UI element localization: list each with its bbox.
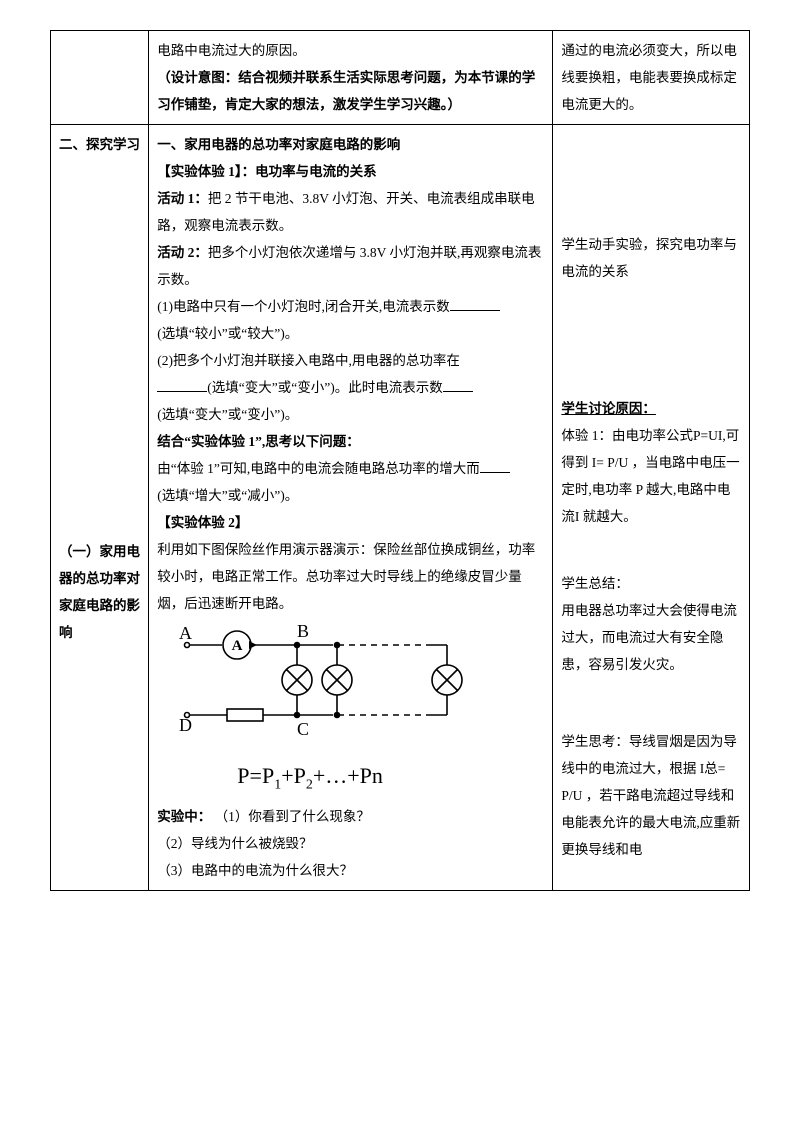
label-a: A (179, 623, 192, 643)
cell-mid-2: 一、家用电器的总功率对家庭电路的影响 【实验体验 1】：电功率与电流的关系 活动… (149, 125, 553, 891)
cell-left-2: 二、探究学习 （一）家用电器的总功率对家庭电路的影响 (51, 125, 149, 891)
blank-field[interactable] (443, 378, 473, 393)
blank-field[interactable] (157, 378, 207, 393)
lesson-table: 电路中电流过大的原因。 （设计意图：结合视频并联系生活实际思考问题，为本节课的学… (50, 30, 750, 891)
ex-label: 实验中： (157, 809, 211, 824)
question-2b: (选填“变大”或“变小”)。此时电流表示数 (157, 374, 544, 401)
p3a: 由“体验 1”可知,电路中的电流会随电路总功率的增大而 (157, 461, 479, 476)
spacer (561, 678, 741, 728)
page: 电路中电流过大的原因。 （设计意图：结合视频并联系生活实际思考问题，为本节课的学… (0, 0, 800, 1132)
cell-right-1: 通过的电流必须变大，所以电线要换粗，电能表要换成标定电流更大的。 (553, 31, 750, 125)
spacer (561, 131, 741, 231)
discuss-text: 体验 1：由电功率公式P=UI,可得到 I= P/U ，当电路中电压一定时,电功… (561, 422, 741, 530)
activity-2-label: 活动 2： (157, 245, 208, 260)
cell-right-2: 学生动手实验，探究电功率与电流的关系 学生讨论原因： 体验 1：由电功率公式P=… (553, 125, 750, 891)
topic-heading: 一、家用电器的总功率对家庭电路的影响 (157, 131, 544, 158)
question-1b: (选填“较小”或“较大”)。 (157, 320, 544, 347)
table-row: 二、探究学习 （一）家用电器的总功率对家庭电路的影响 一、家用电器的总功率对家庭… (51, 125, 750, 891)
blank-field[interactable] (450, 297, 500, 312)
think-text: 由“体验 1”可知,电路中的电流会随电路总功率的增大而 (157, 455, 544, 482)
section-heading: 二、探究学习 (59, 131, 140, 158)
think-text-b: (选填“增大”或“减小”)。 (157, 482, 544, 509)
ex-q1: （1）你看到了什么现象？ (215, 809, 370, 824)
subsection-heading: （一）家用电器的总功率对家庭电路的影响 (59, 538, 140, 646)
spacer (561, 530, 741, 570)
circuit-diagram: A A B D C P=P1+P2+…+Pn (157, 617, 554, 803)
ex-q2: （2）导线为什么被烧毁？ (157, 830, 544, 857)
activity-1: 活动 1：把 2 节干电池、3.8V 小灯泡、开关、电流表组成串联电路，观察电流… (157, 185, 544, 239)
experiment-2-text: 利用如下图保险丝作用演示器演示：保险丝部位换成铜丝，功率较小时，电路正常工作。总… (157, 536, 544, 617)
experiment-heading-1: 【实验体验 1】：电功率与电流的关系 (157, 158, 544, 185)
text-line: 电路中电流过大的原因。 (157, 37, 544, 64)
svg-text:A: A (232, 638, 243, 654)
summary-text: 用电器总功率过大会使得电流过大，而电流过大有安全隐患，容易引发火灾。 (561, 597, 741, 678)
think-heading: 结合“实验体验 1”,思考以下问题： (157, 428, 544, 455)
q2a: (2)把多个小灯泡并联接入电路中,用电器的总功率在 (157, 353, 460, 368)
label-c: C (297, 719, 309, 739)
q1a: (1)电路中只有一个小灯泡时,闭合开关,电流表示数 (157, 299, 450, 314)
discuss-heading: 学生讨论原因： (561, 395, 741, 422)
student-activity: 学生动手实验，探究电功率与电流的关系 (561, 231, 741, 285)
activity-2-text: 把多个小灯泡依次递增与 3.8V 小灯泡并联,再观察电流表示数。 (157, 245, 541, 287)
activity-1-label: 活动 1： (157, 191, 208, 206)
spacer (59, 158, 140, 538)
activity-1-text: 把 2 节干电池、3.8V 小灯泡、开关、电流表组成串联电路，观察电流表示数。 (157, 191, 534, 233)
think-text: 学生思考：导线冒烟是因为导线中的电流过大，根据 I总= P/U ，若干路电流超过… (561, 728, 741, 863)
experiment-heading-2: 【实验体验 2】 (157, 509, 544, 536)
question-2: (2)把多个小灯泡并联接入电路中,用电器的总功率在 (157, 347, 544, 374)
label-d: D (179, 715, 192, 735)
activity-2: 活动 2：把多个小灯泡依次递增与 3.8V 小灯泡并联,再观察电流表示数。 (157, 239, 544, 293)
table-row: 电路中电流过大的原因。 （设计意图：结合视频并联系生活实际思考问题，为本节课的学… (51, 31, 750, 125)
formula: P=P1+P2+…+Pn (167, 752, 554, 799)
circuit-svg: A A B D C (167, 623, 487, 743)
spacer (561, 285, 741, 395)
experiment-questions: 实验中： （1）你看到了什么现象？ (157, 803, 544, 830)
cell-left-1 (51, 31, 149, 125)
question-2c: (选填“变大”或“变小”)。 (157, 401, 544, 428)
ex-q3: （3）电路中的电流为什么很大？ (157, 857, 544, 884)
question-1: (1)电路中只有一个小灯泡时,闭合开关,电流表示数 (157, 293, 544, 320)
design-intent: （设计意图：结合视频并联系生活实际思考问题，为本节课的学习作铺垫，肯定大家的想法… (157, 64, 544, 118)
q2b: (选填“变大”或“变小”)。此时电流表示数 (207, 380, 442, 395)
label-b: B (297, 623, 309, 641)
summary-label: 学生总结： (561, 570, 741, 597)
blank-field[interactable] (480, 459, 510, 474)
cell-mid-1: 电路中电流过大的原因。 （设计意图：结合视频并联系生活实际思考问题，为本节课的学… (149, 31, 553, 125)
